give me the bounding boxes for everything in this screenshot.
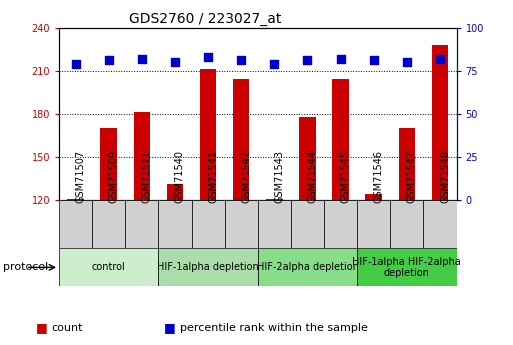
Bar (67, 199, 84, 200)
Bar (299, 117, 316, 200)
Bar (357, 248, 457, 286)
Text: HIF-1alpha depletion: HIF-1alpha depletion (157, 263, 259, 272)
Text: GSM71545: GSM71545 (341, 149, 350, 203)
Point (403, 59, 411, 65)
Point (337, 56, 345, 61)
Text: GSM71543: GSM71543 (274, 149, 284, 203)
Point (137, 56, 146, 61)
Text: GSM71544: GSM71544 (307, 149, 318, 203)
Bar (167, 184, 183, 200)
Point (204, 54, 212, 60)
Bar (423, 200, 457, 248)
Bar (59, 200, 92, 248)
Text: GSM71547: GSM71547 (407, 149, 417, 203)
Bar (59, 248, 159, 286)
Text: GDS2760 / 223027_at: GDS2760 / 223027_at (129, 12, 282, 26)
Text: ■: ■ (164, 321, 176, 334)
Bar (291, 200, 324, 248)
Bar (332, 79, 349, 200)
Bar (258, 200, 291, 248)
Bar (432, 45, 448, 200)
Bar (125, 200, 159, 248)
Text: percentile rank within the sample: percentile rank within the sample (180, 323, 367, 333)
Bar (365, 194, 382, 200)
Bar (191, 200, 225, 248)
Point (303, 58, 311, 63)
Bar (101, 128, 117, 200)
Text: GSM71542: GSM71542 (241, 149, 251, 203)
Text: GSM71511: GSM71511 (142, 149, 152, 203)
Bar (225, 200, 258, 248)
Bar (390, 200, 423, 248)
Text: HIF-1alpha HIF-2alpha
depletion: HIF-1alpha HIF-2alpha depletion (352, 257, 461, 278)
Text: GSM71546: GSM71546 (374, 149, 384, 203)
Text: ■: ■ (36, 321, 48, 334)
Point (71, 61, 80, 67)
Bar (399, 128, 415, 200)
Text: GSM71541: GSM71541 (208, 149, 218, 203)
Bar (92, 200, 125, 248)
Text: GSM71548: GSM71548 (440, 149, 450, 203)
Bar (233, 79, 249, 200)
Point (105, 58, 113, 63)
Bar (159, 200, 191, 248)
Bar (200, 69, 216, 200)
Bar (133, 112, 150, 200)
Point (436, 56, 444, 61)
Text: control: control (92, 263, 126, 272)
Text: count: count (51, 323, 83, 333)
Text: GSM71509: GSM71509 (109, 149, 119, 203)
Bar (159, 248, 258, 286)
Point (171, 59, 179, 65)
Point (270, 61, 279, 67)
Text: protocol: protocol (3, 263, 48, 272)
Bar (258, 248, 357, 286)
Bar (266, 199, 283, 200)
Bar (357, 200, 390, 248)
Bar (324, 200, 357, 248)
Text: HIF-2alpha depletion: HIF-2alpha depletion (256, 263, 359, 272)
Text: GSM71507: GSM71507 (75, 149, 86, 203)
Text: GSM71540: GSM71540 (175, 149, 185, 203)
Point (370, 58, 378, 63)
Point (237, 58, 245, 63)
